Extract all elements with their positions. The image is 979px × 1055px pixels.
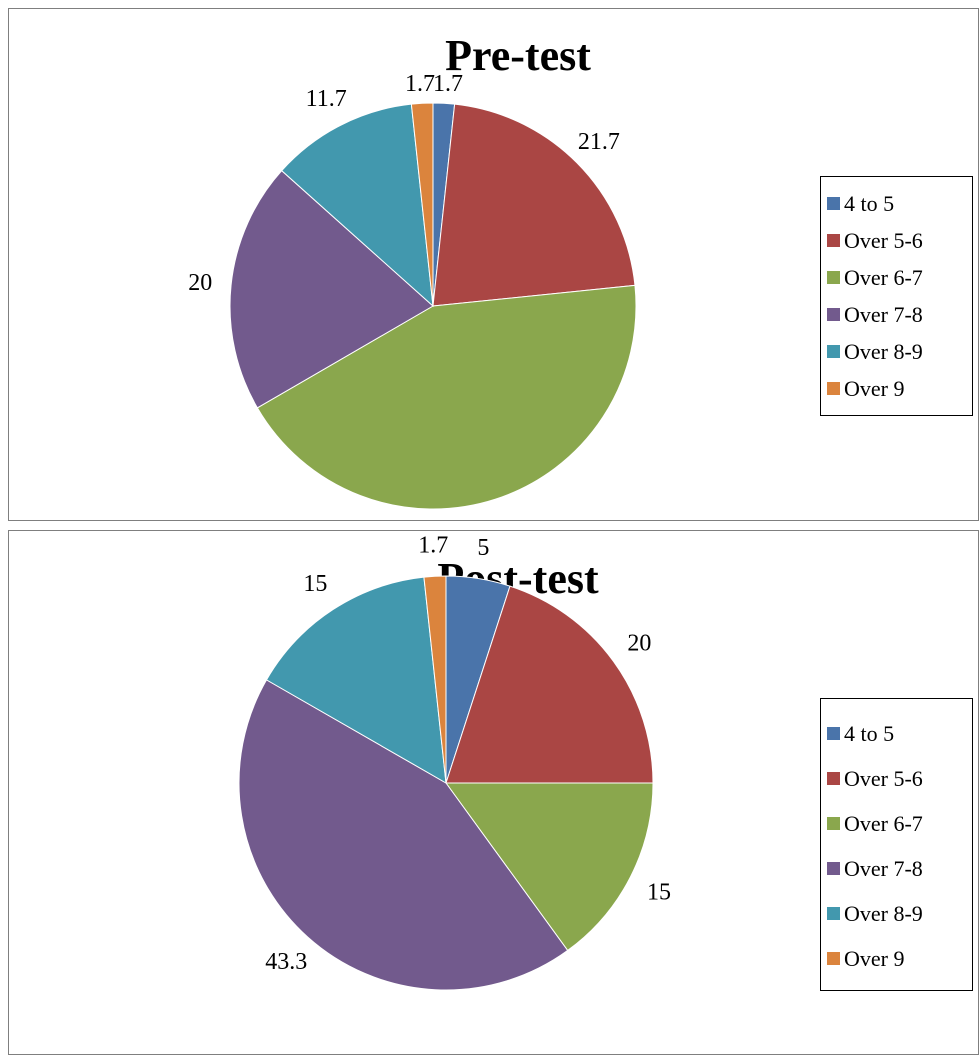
data-label-over-5-6: 20	[627, 631, 651, 657]
legend-item-over-9: Over 9	[827, 936, 972, 981]
legend-item-over-8-9: Over 8-9	[827, 333, 972, 370]
chart-title: Pre-test	[445, 31, 591, 80]
pie-slice-over-7-8	[238, 679, 569, 991]
pie-chart-pre-test: Pre-test 1.7 21.7 43.3 20 11.7 1.7 4 to 5 Ove…	[8, 8, 979, 521]
legend-label: 4 to 5	[844, 190, 895, 216]
legend-label: Over 7-8	[844, 301, 923, 327]
legend-item-over-7-8: Over 7-8	[827, 846, 972, 891]
legend-label: Over 5-6	[844, 765, 923, 791]
data-label-over-8-9: 11.7	[306, 86, 347, 112]
pie-chart-post-test: Post-test 5 20 15 43.3 15 1.7 4 to 5 Over 5-6…	[8, 530, 979, 1055]
legend-item-over-6-7: Over 6-7	[827, 801, 972, 846]
data-labels: 5 20 15 43.3 15 1.7	[265, 532, 671, 974]
legend-label: Over 9	[844, 375, 905, 401]
pie-slice-over-9	[410, 102, 434, 307]
legend-label: Over 6-7	[844, 264, 923, 290]
data-label-over-9: 1.7	[405, 71, 435, 97]
legend-swatch	[827, 382, 840, 395]
legend-swatch	[827, 817, 840, 830]
legend-swatch	[827, 772, 840, 785]
legend-swatch	[827, 952, 840, 965]
data-label-over-8-9: 15	[303, 571, 327, 597]
data-label-over-6-7: 43.3	[484, 517, 526, 520]
legend-swatch	[827, 271, 840, 284]
legend-swatch	[827, 907, 840, 920]
legend: 4 to 5 Over 5-6 Over 6-7 Over 7-8 Over 8…	[820, 698, 973, 991]
data-label-4-to-5: 5	[477, 535, 489, 561]
legend-label: Over 8-9	[844, 900, 923, 926]
legend-swatch	[827, 308, 840, 321]
legend-item-over-7-8: Over 7-8	[827, 296, 972, 333]
pie-slice-over-7-8	[229, 169, 434, 409]
legend-swatch	[827, 197, 840, 210]
data-label-over-9: 1.7	[418, 532, 448, 558]
pie-slice-over-8-9	[280, 103, 434, 308]
data-label-over-5-6: 21.7	[578, 129, 620, 155]
legend-item-4-to-5: 4 to 5	[827, 711, 972, 756]
legend-label: Over 9	[844, 945, 905, 971]
pie-slice-over-6-7	[445, 782, 654, 952]
legend-label: Over 7-8	[844, 855, 923, 881]
legend-label: 4 to 5	[844, 720, 895, 746]
pie-slice-over-5-6	[445, 585, 654, 784]
legend-swatch	[827, 345, 840, 358]
pie-plot: Pre-test 1.7 21.7 43.3 20 11.7 1.7	[188, 31, 637, 520]
legend-swatch	[827, 862, 840, 875]
legend-item-over-8-9: Over 8-9	[827, 891, 972, 936]
legend-item-over-6-7: Over 6-7	[827, 259, 972, 296]
pie-slice-over-5-6	[432, 103, 636, 307]
legend-label: Over 8-9	[844, 338, 923, 364]
data-label-over-6-7: 15	[647, 880, 671, 906]
data-label-over-7-8: 20	[188, 270, 212, 296]
legend-item-over-9: Over 9	[827, 370, 972, 407]
pie-slice-over-6-7	[256, 284, 637, 510]
data-label-over-7-8: 43.3	[265, 949, 307, 975]
pie-slices	[238, 575, 654, 991]
legend-item-4-to-5: 4 to 5	[827, 185, 972, 222]
legend-item-over-5-6: Over 5-6	[827, 756, 972, 801]
pie-slice-over-8-9	[265, 576, 447, 784]
pie-slices	[229, 102, 637, 510]
legend-item-over-5-6: Over 5-6	[827, 222, 972, 259]
legend-swatch	[827, 727, 840, 740]
legend-label: Over 6-7	[844, 810, 923, 836]
data-label-4-to-5: 1.7	[433, 71, 463, 97]
data-labels: 1.7 21.7 43.3 20 11.7 1.7	[188, 71, 620, 520]
legend-swatch	[827, 234, 840, 247]
legend-label: Over 5-6	[844, 227, 923, 253]
legend: 4 to 5 Over 5-6 Over 6-7 Over 7-8 Over 8…	[820, 176, 973, 416]
pie-slice-over-9	[423, 575, 447, 784]
